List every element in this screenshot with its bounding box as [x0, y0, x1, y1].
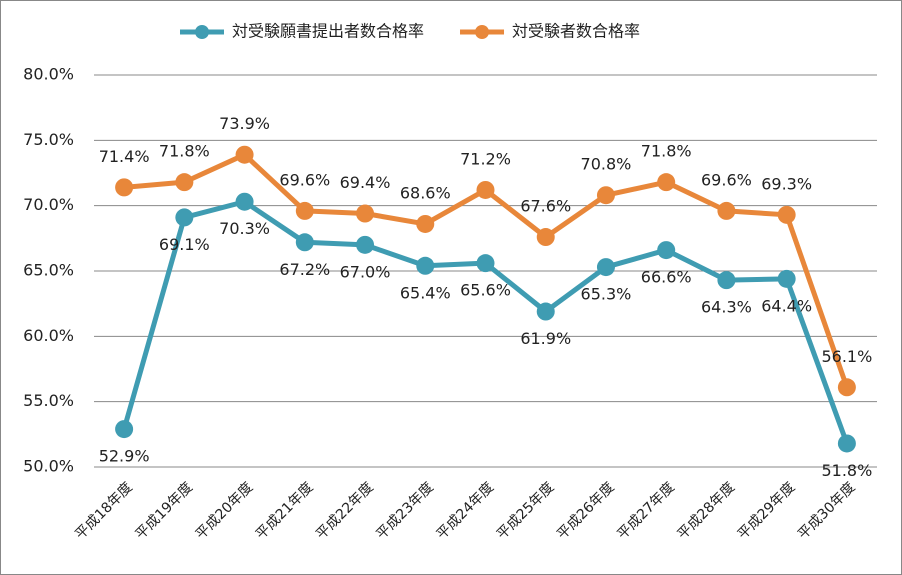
y-tick-label: 80.0% [23, 65, 74, 84]
data-label: 52.9% [99, 447, 150, 466]
point [175, 208, 194, 227]
data-label: 70.8% [581, 155, 632, 174]
data-label: 71.8% [159, 142, 210, 161]
data-label: 61.9% [520, 329, 571, 348]
point [476, 180, 495, 199]
y-tick-label: 60.0% [23, 326, 74, 345]
legend-marker [195, 25, 209, 39]
point [295, 233, 314, 252]
data-label: 69.6% [701, 170, 752, 189]
y-tick-label: 55.0% [23, 391, 74, 410]
y-tick-label: 50.0% [23, 457, 74, 476]
data-label: 69.3% [761, 174, 812, 193]
point [235, 192, 254, 211]
legend-label: 対受験願書提出者数合格率 [232, 22, 424, 41]
point [235, 145, 254, 164]
data-label: 65.6% [460, 281, 511, 300]
point [657, 173, 676, 192]
data-label: 51.8% [821, 461, 872, 480]
point [356, 235, 375, 254]
data-label: 67.6% [520, 197, 571, 216]
point [837, 434, 856, 453]
data-label: 67.2% [279, 260, 330, 279]
point [837, 378, 856, 397]
point [476, 254, 495, 273]
point [657, 241, 676, 260]
data-label: 68.6% [400, 183, 451, 202]
data-label: 69.6% [279, 170, 330, 189]
point [596, 258, 615, 277]
legend-marker [475, 25, 490, 39]
point [416, 214, 435, 233]
data-label: 65.3% [581, 285, 632, 304]
data-label: 71.4% [99, 147, 150, 166]
point [115, 178, 134, 197]
point [175, 173, 194, 192]
data-label: 71.8% [641, 142, 692, 161]
y-tick-label: 70.0% [23, 195, 74, 214]
data-label: 64.4% [761, 296, 812, 315]
data-label: 69.1% [159, 235, 210, 254]
point [717, 201, 736, 220]
data-label: 69.4% [340, 173, 391, 192]
point [777, 205, 796, 224]
point [416, 256, 435, 275]
data-label: 64.3% [701, 298, 752, 317]
point [115, 420, 134, 439]
data-label: 66.6% [641, 268, 692, 287]
legend-label: 対受験者数合格率 [512, 22, 640, 41]
point [356, 204, 375, 223]
data-label: 67.0% [340, 262, 391, 281]
point [536, 302, 555, 321]
data-label: 65.4% [400, 283, 451, 302]
data-label: 71.2% [460, 149, 511, 168]
point [295, 201, 314, 220]
point [536, 228, 555, 247]
data-label: 56.1% [821, 347, 872, 366]
y-tick-label: 75.0% [23, 130, 74, 149]
data-label: 73.9% [219, 114, 270, 133]
y-tick-label: 65.0% [23, 261, 74, 280]
point [777, 269, 796, 288]
data-label: 70.3% [219, 219, 270, 238]
point [596, 186, 615, 205]
point [717, 271, 736, 290]
